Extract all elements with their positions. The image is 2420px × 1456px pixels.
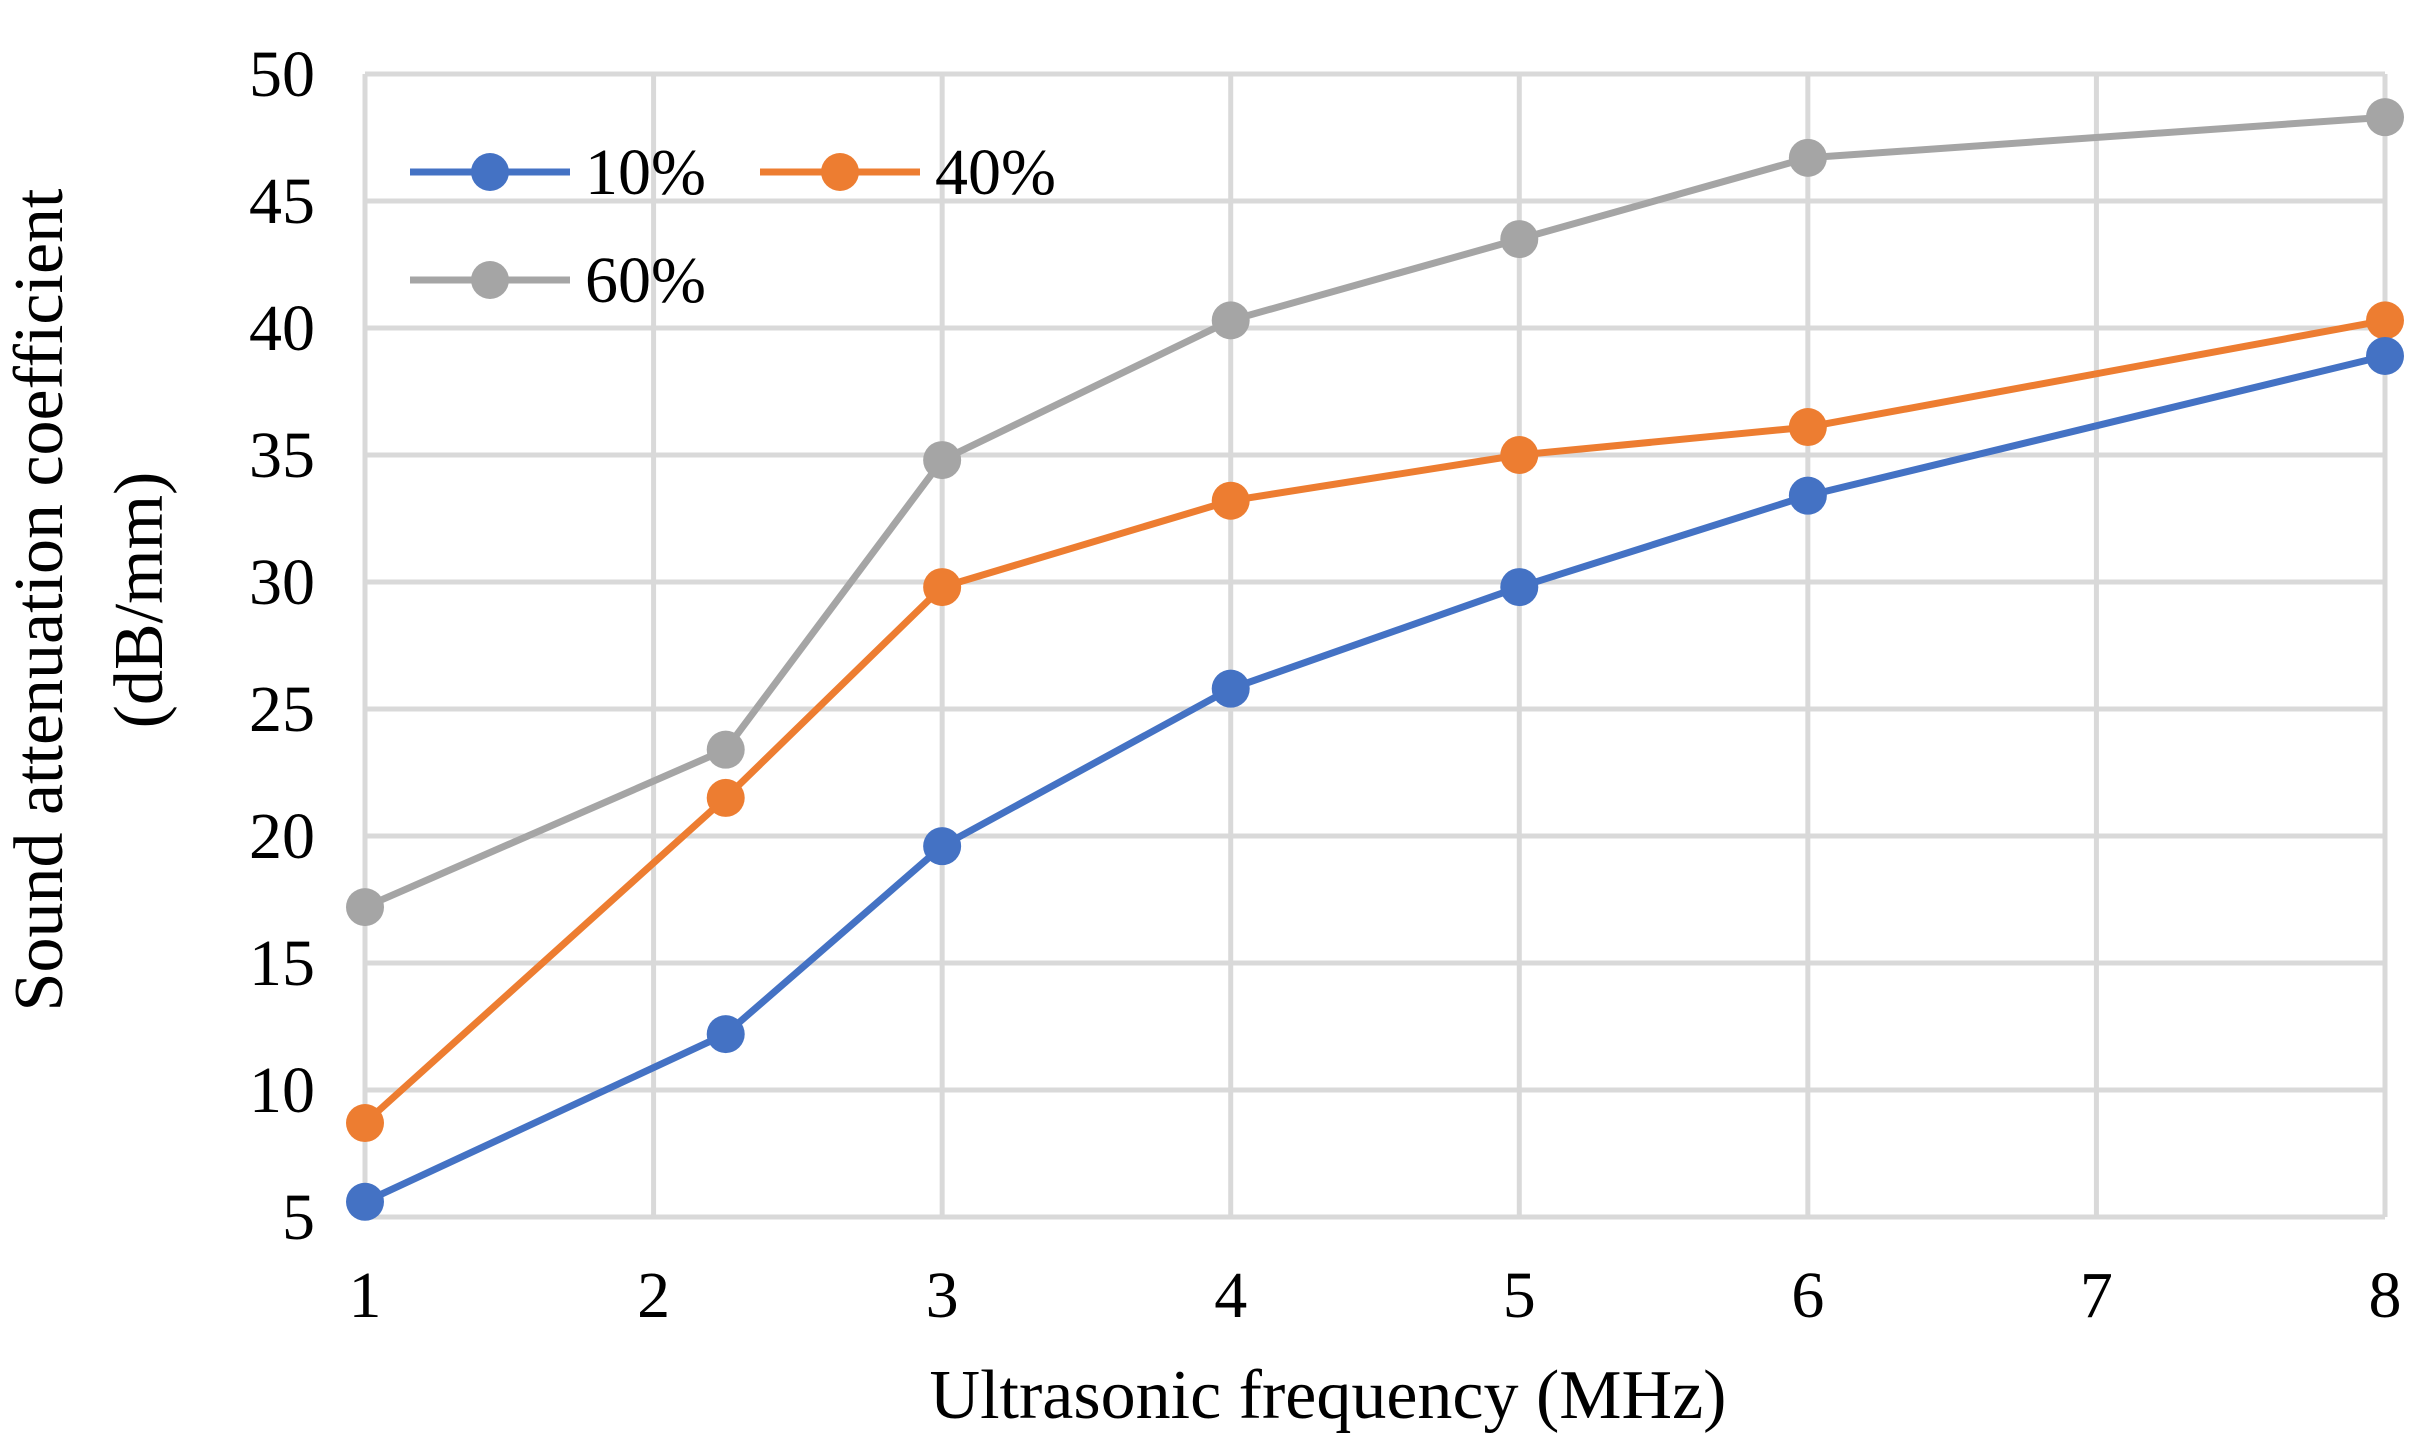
legend-label: 10% (585, 136, 706, 209)
x-axis-ticks: 1 2 3 4 5 6 7 8 (349, 1259, 2402, 1332)
data-point (1211, 669, 1250, 708)
y-axis-ticks: 5 10 15 20 25 30 35 40 45 50 (249, 38, 315, 1254)
data-point (923, 568, 962, 607)
y-tick-label: 15 (249, 927, 315, 1000)
y-tick-label: 25 (249, 673, 315, 746)
x-tick-label: 7 (2080, 1259, 2113, 1332)
series-line (363, 352, 2386, 1205)
legend-marker (471, 153, 509, 191)
grid (362, 71, 2388, 1220)
series-line (363, 113, 2386, 911)
x-axis-title: Ultrasonic frequency (MHz) (930, 1357, 1727, 1434)
data-point (346, 1182, 384, 1221)
data-point (2366, 301, 2404, 340)
series (346, 98, 2404, 1221)
y-tick-label: 30 (249, 546, 315, 619)
x-tick-label: 4 (1214, 1259, 1247, 1332)
series-line (362, 316, 2386, 1126)
data-point (1788, 476, 1827, 515)
data-point (1211, 481, 1250, 520)
series-40% (346, 301, 2404, 1143)
legend-item: 10% (410, 136, 706, 209)
data-point (1500, 220, 1539, 259)
data-point (346, 888, 384, 927)
y-axis-title-line1: Sound attenuation coefficient (1, 188, 78, 1011)
legend-label: 60% (585, 244, 706, 317)
data-point (706, 730, 745, 769)
data-point (923, 441, 962, 480)
series-10% (346, 336, 2404, 1221)
series-60% (346, 98, 2404, 927)
x-tick-label: 1 (349, 1259, 382, 1332)
y-tick-label: 35 (249, 419, 315, 492)
y-axis-title-line2: (dB/mm) (101, 472, 178, 729)
x-tick-label: 3 (926, 1259, 959, 1332)
data-point (346, 1104, 384, 1143)
y-tick-label: 45 (249, 165, 315, 238)
x-tick-label: 5 (1503, 1259, 1536, 1332)
legend-label: 40% (935, 136, 1056, 209)
data-point (2366, 98, 2404, 137)
x-tick-label: 2 (637, 1259, 670, 1332)
y-tick-label: 20 (249, 800, 315, 873)
data-point (2366, 336, 2404, 375)
data-point (1788, 138, 1827, 177)
legend: 10% 40% 60% (410, 136, 1056, 317)
data-point (1211, 301, 1250, 340)
y-tick-label: 50 (249, 38, 315, 111)
data-point (1500, 568, 1539, 607)
legend-item: 60% (410, 244, 706, 317)
data-point (1500, 436, 1539, 474)
legend-item: 40% (760, 136, 1056, 209)
x-tick-label: 8 (2369, 1259, 2402, 1332)
x-tick-label: 6 (1791, 1259, 1824, 1332)
legend-marker (821, 153, 859, 191)
y-tick-label: 5 (282, 1181, 315, 1254)
data-point (706, 1015, 745, 1054)
data-point (923, 827, 962, 866)
data-point (1788, 408, 1827, 447)
legend-marker (471, 261, 509, 299)
y-axis-title: Sound attenuation coefficient (dB/mm) (1, 188, 178, 1011)
data-point (706, 778, 745, 817)
y-tick-label: 10 (249, 1054, 315, 1127)
y-tick-label: 40 (249, 292, 315, 365)
